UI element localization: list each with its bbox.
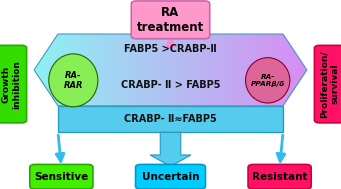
Ellipse shape bbox=[246, 58, 290, 103]
Ellipse shape bbox=[49, 54, 98, 107]
FancyBboxPatch shape bbox=[135, 164, 205, 189]
FancyBboxPatch shape bbox=[0, 45, 27, 123]
FancyBboxPatch shape bbox=[131, 1, 210, 39]
Text: Growth
inhibition: Growth inhibition bbox=[2, 60, 21, 108]
Text: Resistant: Resistant bbox=[252, 172, 307, 182]
FancyBboxPatch shape bbox=[314, 45, 341, 123]
Text: Uncertain: Uncertain bbox=[142, 172, 199, 182]
Polygon shape bbox=[150, 132, 191, 166]
Text: FABP5 >CRABP-Ⅱ: FABP5 >CRABP-Ⅱ bbox=[124, 44, 217, 54]
Text: CRABP- Ⅱ > FABP5: CRABP- Ⅱ > FABP5 bbox=[121, 80, 220, 90]
Text: CRABP- Ⅱ≈FABP5: CRABP- Ⅱ≈FABP5 bbox=[124, 114, 217, 124]
Text: RA-
RAR: RA- RAR bbox=[63, 71, 83, 90]
Text: Proliferation/
survival: Proliferation/ survival bbox=[320, 50, 339, 118]
Text: RA-
PPARβ/δ: RA- PPARβ/δ bbox=[251, 74, 285, 87]
Polygon shape bbox=[58, 106, 283, 132]
Text: RA
treatment: RA treatment bbox=[137, 6, 204, 34]
FancyBboxPatch shape bbox=[248, 164, 311, 189]
Text: Sensitive: Sensitive bbox=[34, 172, 89, 182]
FancyBboxPatch shape bbox=[30, 164, 93, 189]
